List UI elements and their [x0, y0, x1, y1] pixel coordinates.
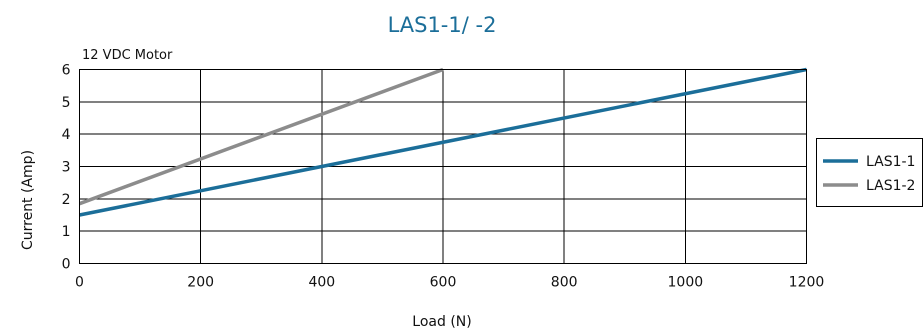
- y-tick-label: 1: [62, 224, 71, 240]
- series-line-las1-2: [78, 67, 444, 206]
- legend-label: LAS1-2: [866, 178, 915, 194]
- y-tick-label: 5: [62, 95, 71, 111]
- y-tick-label: 3: [62, 160, 71, 176]
- y-tick-label: 4: [62, 127, 71, 143]
- y-tick-label: 0: [62, 257, 71, 273]
- legend-label: LAS1-1: [866, 154, 915, 170]
- series-line-las1-1: [79, 67, 807, 217]
- x-tick-labels: 0 200 400 600 800 1000 1200: [75, 275, 824, 291]
- chart-subtitle: 12 VDC Motor: [82, 48, 173, 63]
- x-tick-label: 1000: [668, 275, 704, 291]
- x-axis-label: Load (N): [412, 314, 471, 330]
- x-tick-label: 0: [75, 275, 84, 291]
- x-tick-label: 400: [308, 275, 335, 291]
- y-tick-labels: 0 1 2 3 4 5 6: [62, 63, 71, 273]
- plot-frame: [79, 69, 807, 264]
- chart-title: LAS1-1/ -2: [388, 13, 497, 37]
- grid: [79, 69, 807, 264]
- legend-box: [816, 138, 923, 207]
- x-tick-label: 800: [551, 275, 578, 291]
- x-tick-label: 1200: [789, 275, 825, 291]
- y-axis-label: Current (Amp): [20, 150, 36, 250]
- y-tick-label: 2: [62, 192, 71, 208]
- series-lines: [78, 67, 807, 217]
- x-tick-label: 200: [187, 275, 214, 291]
- x-tick-label: 600: [430, 275, 457, 291]
- legend: LAS1-1 LAS1-2: [816, 138, 923, 207]
- y-tick-label: 6: [62, 63, 71, 79]
